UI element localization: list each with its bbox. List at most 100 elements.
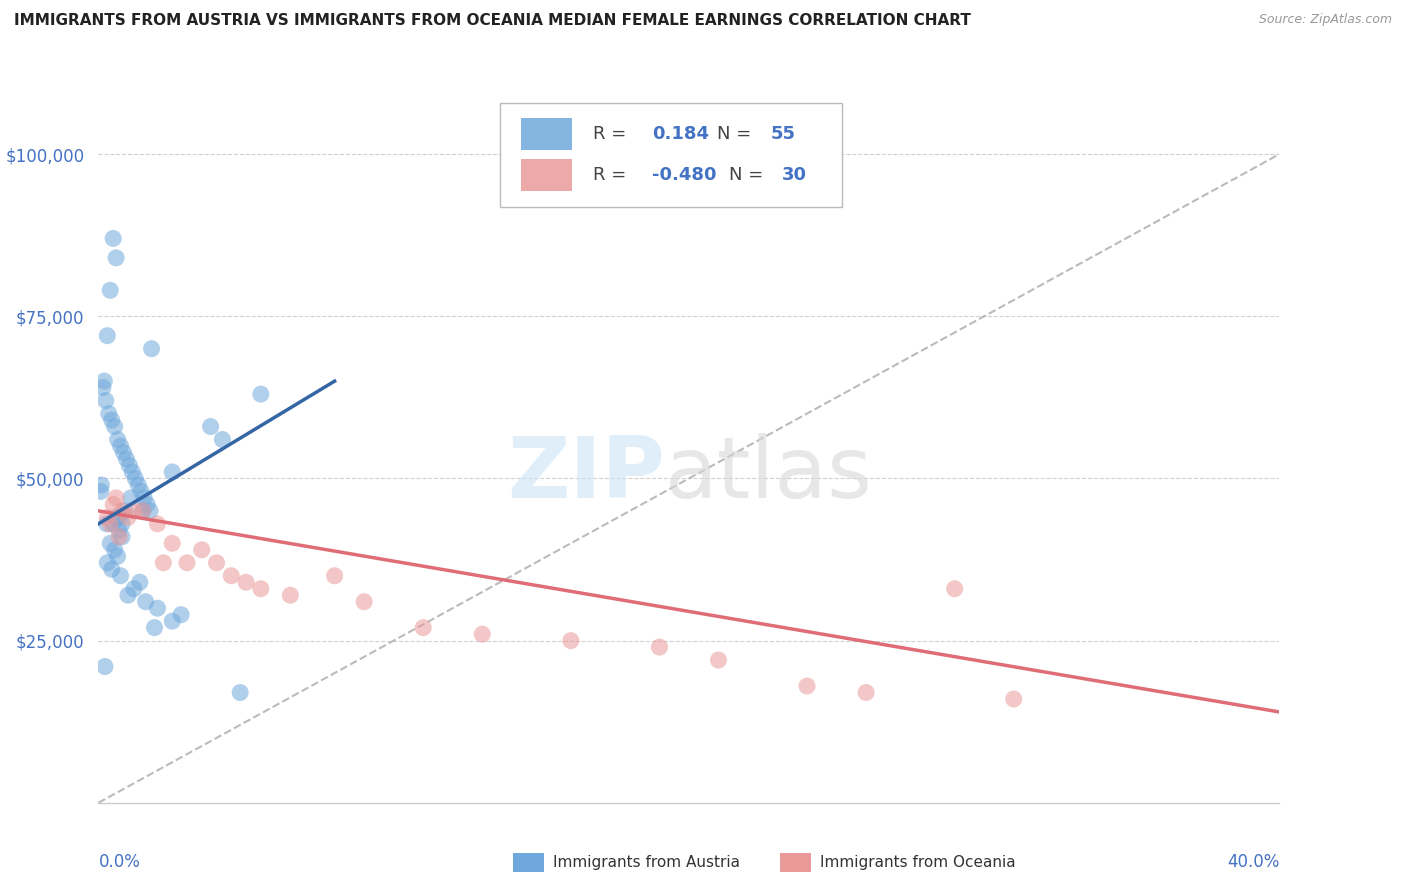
Point: [111, 530, 134, 544]
Point: [560, 633, 582, 648]
Point: [323, 568, 346, 582]
Point: [122, 582, 145, 596]
Point: [412, 621, 434, 635]
Point: [146, 516, 169, 531]
Point: [200, 419, 222, 434]
Point: [221, 568, 243, 582]
Point: [139, 504, 162, 518]
Point: [235, 575, 257, 590]
Point: [229, 685, 252, 699]
Point: [124, 471, 146, 485]
Point: [107, 433, 129, 447]
Point: [648, 640, 671, 654]
Point: [132, 504, 155, 518]
Point: [90, 478, 112, 492]
Point: [115, 452, 138, 467]
Point: [143, 621, 166, 635]
Point: [94, 659, 117, 673]
Point: [146, 601, 169, 615]
Point: [707, 653, 730, 667]
Point: [103, 497, 125, 511]
Text: 30: 30: [782, 166, 807, 184]
Text: 55: 55: [770, 125, 796, 143]
Text: IMMIGRANTS FROM AUSTRIA VS IMMIGRANTS FROM OCEANIA MEDIAN FEMALE EARNINGS CORREL: IMMIGRANTS FROM AUSTRIA VS IMMIGRANTS FR…: [14, 13, 972, 29]
Point: [96, 510, 118, 524]
Point: [98, 283, 121, 297]
Point: [108, 530, 131, 544]
Point: [118, 458, 141, 473]
Point: [152, 556, 174, 570]
Bar: [522, 119, 572, 150]
Point: [170, 607, 193, 622]
Point: [136, 497, 159, 511]
Text: 40.0%: 40.0%: [1227, 853, 1279, 871]
Point: [250, 582, 273, 596]
Point: [117, 510, 139, 524]
Point: [855, 685, 877, 699]
Point: [250, 387, 273, 401]
Text: atlas: atlas: [665, 433, 873, 516]
Point: [98, 516, 121, 531]
Point: [117, 588, 139, 602]
Point: [796, 679, 818, 693]
Point: [108, 524, 131, 538]
Point: [94, 393, 117, 408]
Point: [93, 374, 115, 388]
Point: [120, 491, 142, 505]
Point: [97, 407, 120, 421]
Point: [98, 536, 121, 550]
Point: [91, 381, 114, 395]
Point: [108, 510, 131, 524]
Text: R =: R =: [593, 166, 633, 184]
Point: [121, 465, 143, 479]
Point: [122, 504, 145, 518]
Point: [353, 595, 375, 609]
Point: [112, 445, 135, 459]
Point: [100, 413, 122, 427]
Point: [162, 465, 183, 479]
Point: [90, 484, 112, 499]
Point: [110, 439, 132, 453]
Point: [103, 516, 125, 531]
Point: [96, 556, 118, 570]
Point: [943, 582, 966, 596]
Point: [105, 251, 128, 265]
FancyBboxPatch shape: [501, 103, 842, 207]
Point: [96, 328, 118, 343]
Point: [127, 478, 149, 492]
Point: [162, 536, 183, 550]
Point: [132, 504, 155, 518]
Point: [141, 342, 163, 356]
Point: [104, 542, 127, 557]
Point: [104, 419, 127, 434]
Point: [107, 549, 129, 564]
Point: [280, 588, 302, 602]
Point: [100, 562, 122, 576]
Text: -0.480: -0.480: [652, 166, 717, 184]
Text: Immigrants from Oceania: Immigrants from Oceania: [820, 855, 1015, 870]
Point: [471, 627, 494, 641]
Point: [176, 556, 198, 570]
Point: [96, 516, 118, 531]
Text: 0.0%: 0.0%: [98, 853, 141, 871]
Bar: [522, 159, 572, 191]
Point: [110, 568, 132, 582]
Point: [114, 504, 136, 518]
Text: 0.184: 0.184: [652, 125, 710, 143]
Point: [103, 231, 125, 245]
Point: [162, 614, 183, 628]
Point: [129, 484, 152, 499]
Text: Immigrants from Austria: Immigrants from Austria: [553, 855, 740, 870]
Text: R =: R =: [593, 125, 633, 143]
Text: N =: N =: [730, 166, 769, 184]
Text: ZIP: ZIP: [508, 433, 665, 516]
Point: [128, 575, 150, 590]
Text: Source: ZipAtlas.com: Source: ZipAtlas.com: [1258, 13, 1392, 27]
Point: [111, 516, 134, 531]
Point: [205, 556, 228, 570]
Point: [134, 491, 156, 505]
Point: [211, 433, 233, 447]
Point: [105, 510, 128, 524]
Text: N =: N =: [717, 125, 758, 143]
Point: [191, 542, 214, 557]
